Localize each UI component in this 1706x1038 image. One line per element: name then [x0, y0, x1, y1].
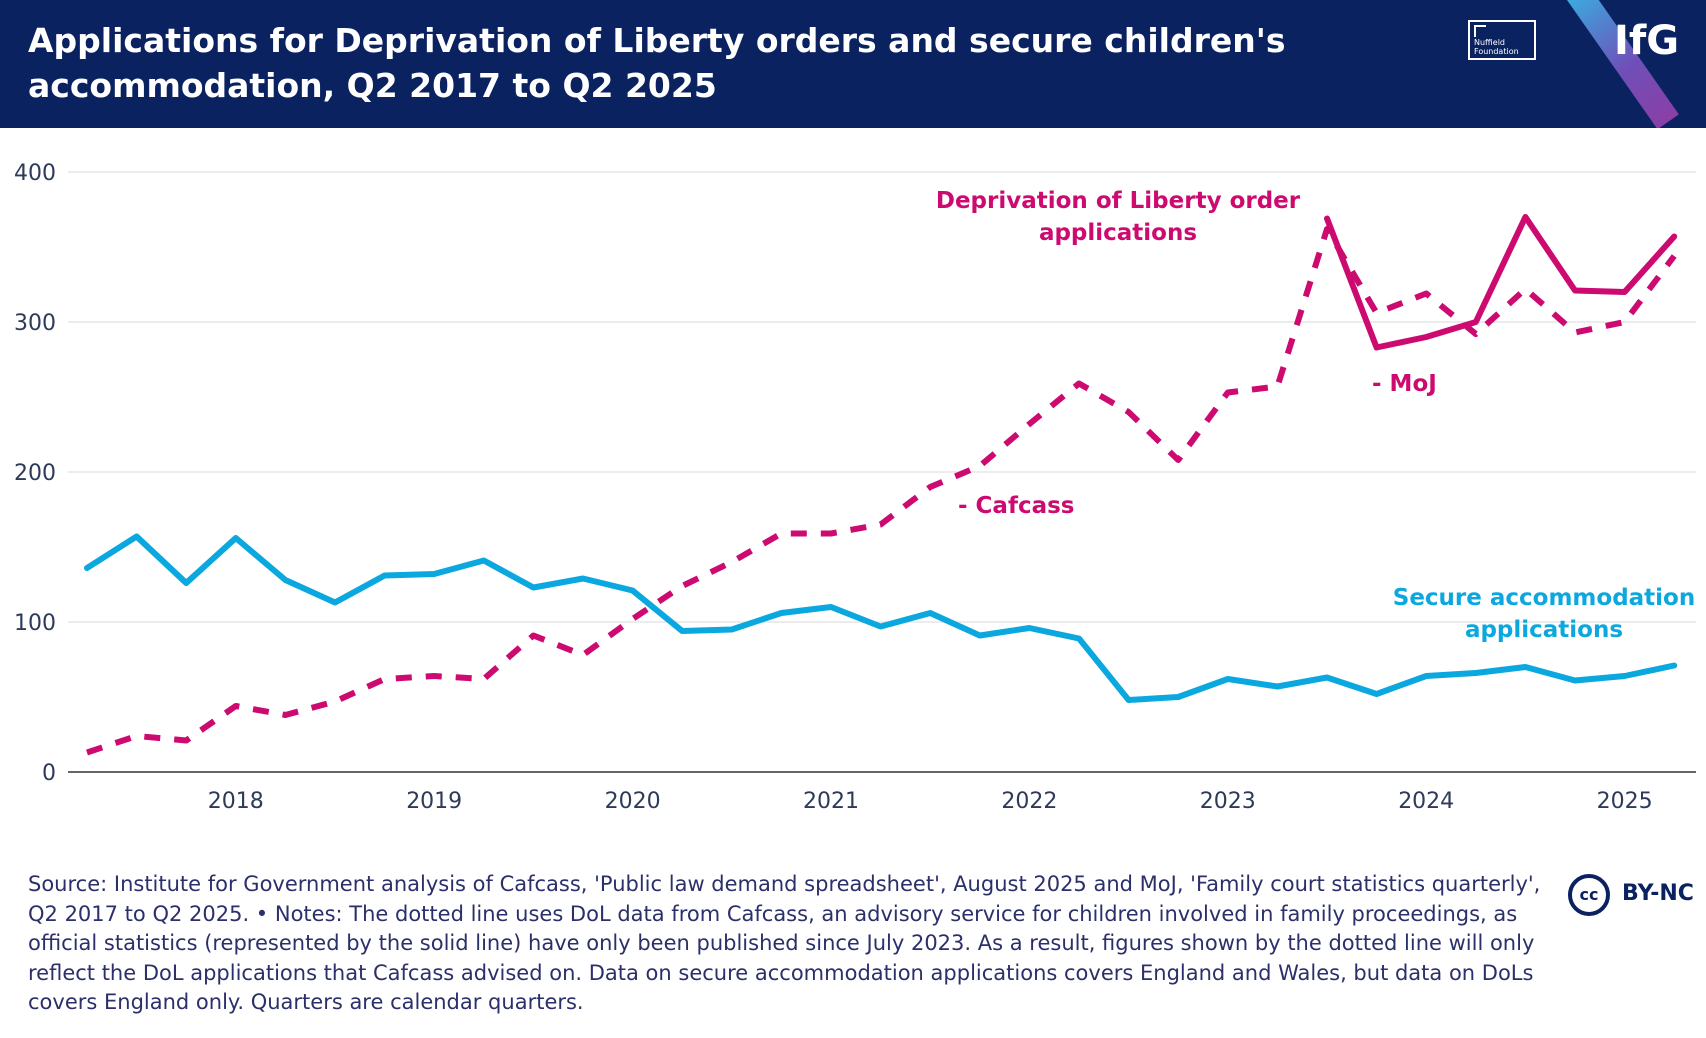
- annotations: Deprivation of Liberty order application…: [936, 188, 1695, 643]
- header-bar: Applications for Deprivation of Liberty …: [0, 0, 1706, 128]
- x-tick-label: 2023: [1200, 789, 1256, 814]
- secure-label-line2: applications: [1465, 617, 1623, 643]
- chart-title: Applications for Deprivation of Liberty …: [28, 21, 1286, 105]
- y-axis-ticks: 0 100 200 300 400: [14, 161, 56, 786]
- y-tick-label: 100: [14, 611, 56, 636]
- y-tick-label: 200: [14, 461, 56, 486]
- secure-label-line1: Secure accommodation: [1393, 585, 1695, 611]
- x-tick-label: 2022: [1001, 789, 1057, 814]
- source-notes: Source: Institute for Government analysi…: [28, 872, 1541, 1014]
- nuffield-foundation-logo: Nuffield Foundation: [1468, 20, 1536, 60]
- x-tick-label: 2018: [208, 789, 264, 814]
- x-tick-label: 2020: [605, 789, 661, 814]
- moj-label: - MoJ: [1372, 371, 1437, 397]
- y-tick-label: 400: [14, 161, 56, 186]
- creative-commons-icon: cc: [1568, 874, 1610, 916]
- dol-label-line1: Deprivation of Liberty order: [936, 188, 1301, 214]
- dol-label-line2: applications: [1039, 220, 1197, 246]
- y-tick-label: 0: [42, 761, 56, 786]
- series-line-deprivation-of-liberty-order-applications-moj: [1324, 214, 1678, 351]
- x-tick-label: 2024: [1398, 789, 1454, 814]
- series-line-secure-accommodation-applications: [84, 533, 1678, 703]
- x-tick-label: 2019: [406, 789, 462, 814]
- x-tick-label: 2021: [803, 789, 859, 814]
- series-line-deprivation-of-liberty-order-applications-cafcass: [86, 226, 1677, 756]
- ifg-logo: IfG: [1614, 18, 1680, 64]
- x-axis-ticks: 2018 2019 2020 2021 2022 2023 2024 2025: [208, 789, 1653, 814]
- cafcass-label: - Cafcass: [958, 493, 1075, 519]
- x-tick-label: 2025: [1597, 789, 1653, 814]
- gridlines: [68, 171, 1696, 773]
- series-lines: [84, 214, 1678, 756]
- y-tick-label: 300: [14, 311, 56, 336]
- license-label: BY-NC: [1622, 881, 1694, 906]
